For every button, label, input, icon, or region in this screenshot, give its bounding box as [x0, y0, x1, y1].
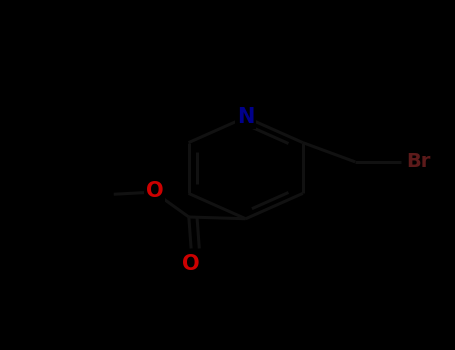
Text: O: O: [146, 181, 163, 201]
Text: Br: Br: [407, 152, 431, 172]
Text: N: N: [237, 107, 254, 127]
Text: O: O: [182, 254, 200, 274]
